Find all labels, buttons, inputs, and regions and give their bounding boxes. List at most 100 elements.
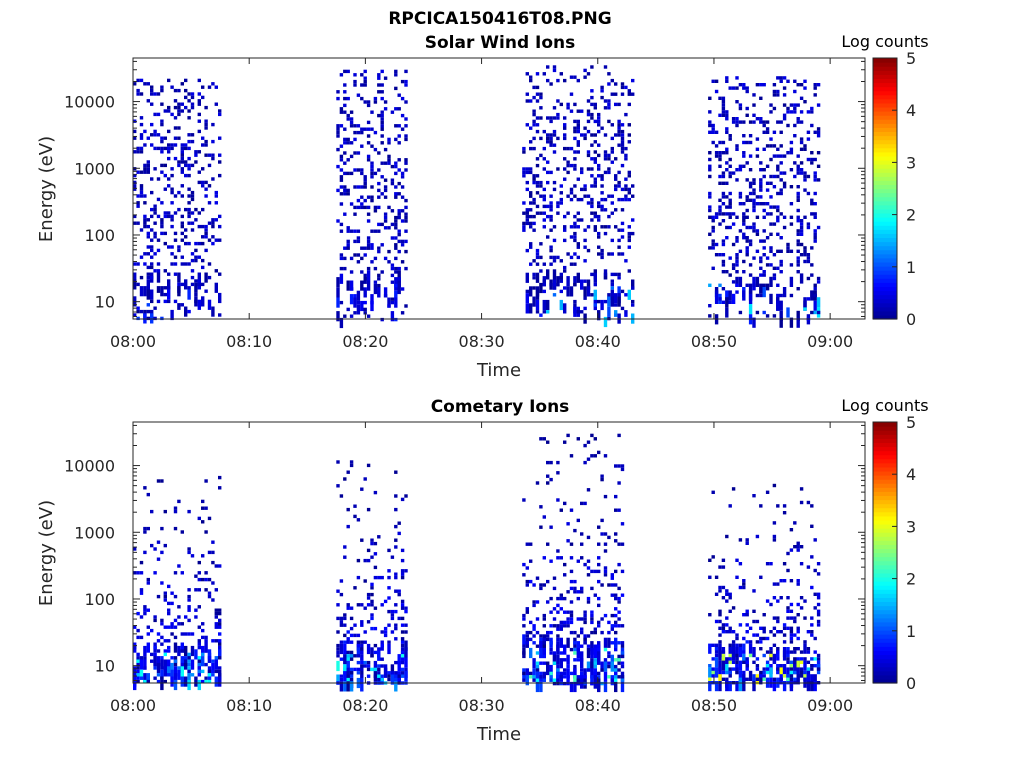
spectrogram-cell xyxy=(810,674,814,685)
spectrogram-cell xyxy=(597,218,601,222)
spectrogram-cell xyxy=(755,232,760,236)
spectrogram-cell xyxy=(614,637,618,648)
spectrogram-cell xyxy=(593,157,597,161)
spectrogram-cell xyxy=(346,229,350,233)
spectrogram-cell xyxy=(404,229,408,233)
spectrogram-cell xyxy=(139,187,144,191)
spectrogram-cell xyxy=(160,139,164,144)
spectrogram-cell xyxy=(597,596,601,601)
spectrogram-cell xyxy=(363,79,367,84)
spectrogram-cell xyxy=(718,253,722,257)
spectrogram-cell xyxy=(779,263,783,267)
spectrogram-cell xyxy=(813,86,817,90)
spectrogram-cell xyxy=(799,487,804,491)
spectrogram-cell xyxy=(139,133,144,137)
spectrogram-cell xyxy=(136,628,140,633)
spectrogram-cell xyxy=(731,650,736,661)
spectrogram-cell xyxy=(789,674,794,678)
spectrogram-cell xyxy=(167,625,171,629)
spectrogram-cell xyxy=(735,100,739,104)
spectrogram-cell xyxy=(346,507,350,512)
colorbar-segment xyxy=(873,94,897,100)
spectrogram-cell xyxy=(522,573,526,577)
spectrogram-cell xyxy=(146,265,150,270)
spectrogram-cell xyxy=(742,613,746,617)
spectrogram-cell xyxy=(769,630,773,634)
spectrogram-cell xyxy=(748,168,753,172)
spectrogram-cell xyxy=(535,252,540,256)
colorbar-segment xyxy=(873,237,897,243)
spectrogram-cell xyxy=(187,632,191,636)
spectrogram-cell xyxy=(370,168,374,172)
spectrogram-cell xyxy=(563,624,567,628)
spectrogram-cell xyxy=(383,185,388,189)
spectrogram-cell xyxy=(177,190,181,195)
spectrogram-cell xyxy=(177,499,181,504)
spectrogram-cell xyxy=(173,136,178,140)
spectrogram-cell xyxy=(339,657,344,661)
spectrogram-cell xyxy=(177,245,181,249)
spectrogram-cell xyxy=(559,637,563,648)
spectrogram-cell xyxy=(211,540,215,544)
spectrogram-cell xyxy=(390,266,395,271)
spectrogram-cell xyxy=(373,565,378,570)
spectrogram-cell xyxy=(133,221,137,225)
spectrogram-cell xyxy=(343,623,347,627)
spectrogram-cell xyxy=(597,562,601,567)
spectrogram-cell xyxy=(356,205,361,210)
spectrogram-cell xyxy=(539,313,543,317)
spectrogram-cell xyxy=(755,664,760,668)
spectrogram-cell xyxy=(603,276,608,280)
spectrogram-cell xyxy=(211,659,215,663)
spectrogram-cell xyxy=(552,133,557,137)
spectrogram-cell xyxy=(218,639,222,643)
spectrogram-cell xyxy=(187,146,191,151)
spectrogram-cell xyxy=(353,654,357,658)
x-tick-label: 08:30 xyxy=(459,332,505,351)
colorbar-segment xyxy=(873,151,897,157)
spectrogram-cell xyxy=(789,202,794,206)
spectrogram-cell xyxy=(194,279,198,283)
colorbar-segment xyxy=(873,515,897,521)
spectrogram-cell xyxy=(813,130,817,134)
spectrogram-cell xyxy=(173,105,178,110)
spectrogram-cell xyxy=(745,140,749,145)
spectrogram-cell xyxy=(204,143,208,147)
spectrogram-cell xyxy=(143,526,147,531)
spectrogram-cell xyxy=(360,650,364,655)
colorbar-segment xyxy=(873,111,897,116)
spectrogram-cell xyxy=(600,255,604,260)
spectrogram-cell xyxy=(173,143,178,147)
spectrogram-cell xyxy=(211,235,215,239)
spectrogram-cell xyxy=(542,654,546,659)
spectrogram-cell xyxy=(796,171,800,175)
spectrogram-cell xyxy=(343,110,347,114)
spectrogram-cell xyxy=(349,154,354,159)
spectrogram-cell xyxy=(380,270,384,274)
spectrogram-cell xyxy=(762,674,766,678)
spectrogram-cell xyxy=(793,619,797,624)
spectrogram-cell xyxy=(765,490,770,494)
spectrogram-cell xyxy=(400,599,405,604)
spectrogram-cell xyxy=(370,616,374,621)
colorbar-title: Log counts xyxy=(841,32,928,51)
spectrogram-cell xyxy=(559,675,563,679)
spectrogram-cell xyxy=(617,286,621,297)
spectrogram-cell xyxy=(363,660,367,665)
spectrogram-cell xyxy=(597,214,601,219)
spectrogram-cell xyxy=(343,616,347,621)
spectrogram-cell xyxy=(776,93,780,97)
spectrogram-cell xyxy=(559,201,563,205)
spectrogram-cell xyxy=(789,528,794,532)
spectrogram-cell xyxy=(762,626,766,630)
spectrogram-cell xyxy=(745,178,749,182)
colorbar-segment xyxy=(873,159,897,165)
spectrogram-cell xyxy=(738,103,743,107)
spectrogram-cell xyxy=(197,639,201,643)
spectrogram-cell xyxy=(377,575,381,580)
spectrogram-cell xyxy=(627,235,631,239)
y-tick-label: 10000 xyxy=(64,93,115,112)
spectrogram-cell xyxy=(563,501,567,506)
spectrogram-cell xyxy=(377,273,381,278)
spectrogram-cell xyxy=(600,177,604,181)
